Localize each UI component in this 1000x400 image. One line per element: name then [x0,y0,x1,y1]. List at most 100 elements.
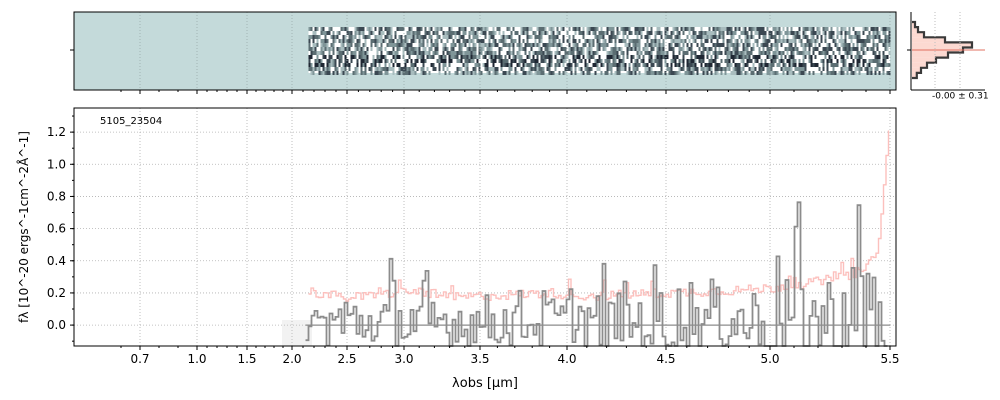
spectrum-2d-pixel [566,63,569,67]
spectrum-2d-pixel [444,47,447,51]
spectrum-2d-pixel [318,35,321,39]
spectrum-2d-pixel [398,35,401,39]
spectrum-2d-pixel [818,67,821,71]
spectrum-2d-pixel [644,51,647,55]
spectrum-2d-pixel [888,27,891,31]
spectrum-2d-pixel [792,31,795,35]
spectrum-2d-pixel [754,27,757,31]
spectrum-2d-pixel [882,63,885,67]
spectrum-2d-pixel [376,71,379,75]
spectrum-2d-pixel [410,71,413,75]
spectrum-2d-pixel [404,59,407,63]
spectrum-2d-pixel [392,63,395,67]
spectrum-2d-pixel [380,47,383,51]
spectrum-2d-pixel [826,47,829,51]
spectrum-1d-panel: 0.00.20.40.60.81.01.2 0.7 1.0 1.5 2.0 2.5 3.0… [16,107,900,391]
spectrum-2d-pixel [360,51,363,55]
spectrum-2d-pixel [618,55,621,59]
spectrum-2d-pixel [534,39,537,43]
spectrum-2d-pixel [736,51,739,55]
spectrum-2d-pixel [530,59,533,63]
spectrum-2d-pixel [562,47,565,51]
spectrum-2d-pixel [730,63,733,67]
spectrum-2d-pixel [460,43,463,47]
spectrum-2d-pixel [336,55,339,59]
spectrum-2d-pixel [594,51,597,55]
spectrum-2d-pixel [556,43,559,47]
spectrum-2d-pixel [528,63,531,67]
spectrum-2d-pixel [734,55,737,59]
spectrum-2d-pixel [742,27,745,31]
spectrum-2d-pixel [576,55,579,59]
spectrum-2d-pixel [614,35,617,39]
spectrum-2d-pixel [352,71,355,75]
spectrum-2d-pixel [870,35,873,39]
spectrum-2d-pixel [338,39,341,43]
spectrum-2d-pixel [832,31,835,35]
spectrum-2d-pixel [356,31,359,35]
spectrum-2d-pixel [768,67,771,71]
spectrum-2d-pixel [752,35,755,39]
spectrum-2d-pixel [572,35,575,39]
spectrum-2d-pixel [418,51,421,55]
spectrum-2d-pixel [428,71,431,75]
histogram-bin [912,37,945,43]
spectrum-2d-pixel [728,63,731,67]
spectrum-2d-pixel [834,63,837,67]
spectrum-2d-pixel [502,43,505,47]
spectrum-2d-pixel [422,51,425,55]
spectrum-2d-pixel [322,27,325,31]
spectrum-2d-pixel [596,59,599,63]
spectrum-2d-pixel [338,51,341,55]
spectrum-2d-pixel [834,43,837,47]
spectrum-2d-pixel [320,47,323,51]
spectrum-2d-pixel [704,67,707,71]
spectrum-2d-pixel [794,47,797,51]
spectrum-2d-pixel [804,71,807,75]
spectrum-2d-pixel [728,31,731,35]
spectrum-2d-pixel [442,47,445,51]
spectrum-2d-pixel [606,31,609,35]
spectrum-2d-pixel [598,39,601,43]
spectrum-2d-pixel [484,51,487,55]
spectrum-2d-pixel [776,71,779,75]
spectrum-2d-pixel [410,43,413,47]
spectrum-2d-pixel [650,43,653,47]
spectrum-2d-pixel [766,47,769,51]
spectrum-2d-pixel [628,43,631,47]
spectrum-2d-pixel [580,67,583,71]
spectrum-2d-pixel [332,51,335,55]
spectrum-2d-pixel [826,59,829,63]
spectrum-2d-pixel [726,59,729,63]
spectrum-2d-pixel [874,67,877,71]
spectrum-2d-pixel [782,59,785,63]
spectrum-2d-pixel [708,63,711,67]
spectrum-2d-pixel [716,35,719,39]
spectrum-2d-pixel [340,43,343,47]
spectrum-2d-pixel [342,39,345,43]
spectrum-2d-pixel [702,67,705,71]
spectrum-2d-pixel [752,71,755,75]
spectrum-2d-pixel [846,43,849,47]
spectrum-2d-pixel [420,39,423,43]
spectrum-2d-pixel [540,55,543,59]
spectrum-2d-pixel [386,51,389,55]
spectrum-2d-pixel [408,31,411,35]
spectrum-2d-pixel [492,55,495,59]
spectrum-2d-pixel [316,51,319,55]
spectrum-2d-pixel [544,47,547,51]
spectrum-2d-pixel [534,71,537,75]
spectrum-2d-pixel [516,63,519,67]
spectrum-2d-pixel [402,71,405,75]
spectrum-2d-pixel [456,39,459,43]
spectrum-2d-pixel [598,55,601,59]
spectrum-2d-pixel [734,31,737,35]
y-tick-label: 1.0 [47,157,66,171]
spectrum-2d-pixel [864,51,867,55]
spectrum-2d-pixel [358,39,361,43]
spectrum-2d-pixel [550,71,553,75]
spectrum-2d-pixel [656,43,659,47]
spectrum-2d-pixel [404,67,407,71]
spectrum-2d-pixel [380,55,383,59]
spectrum-2d-pixel [830,47,833,51]
